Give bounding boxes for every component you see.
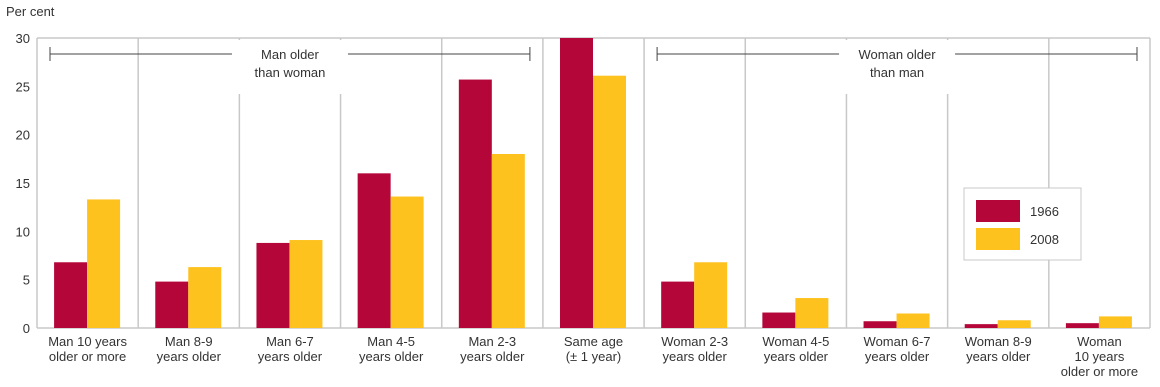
x-tick-label-line: Woman 4-5 bbox=[762, 334, 829, 349]
bar-1966-0 bbox=[54, 262, 87, 328]
bars bbox=[54, 38, 1132, 328]
x-tick-label-line: years older bbox=[966, 349, 1031, 364]
annotation-label: than man bbox=[870, 65, 924, 80]
x-tick-label: Woman 8-9 years older bbox=[965, 334, 1032, 364]
bar-2008-9 bbox=[998, 320, 1031, 328]
x-tick-label-line: years older bbox=[663, 349, 728, 364]
x-tick-label: Man 2-3 years older bbox=[460, 334, 525, 364]
bar-2008-5 bbox=[593, 76, 626, 328]
bar-1966-1 bbox=[155, 282, 188, 328]
bar-2008-8 bbox=[897, 314, 930, 329]
x-tick-label-line: Man 10 years bbox=[48, 334, 127, 349]
x-tick-label-line: Same age bbox=[564, 334, 623, 349]
y-tick-label: 10 bbox=[16, 224, 30, 239]
bar-1966-7 bbox=[762, 313, 795, 328]
x-tick-label-line: Man 2-3 bbox=[468, 334, 516, 349]
x-tick-label-line: Woman 6-7 bbox=[864, 334, 931, 349]
x-tick-label-line: Woman bbox=[1077, 334, 1122, 349]
x-tick-label-line: older or more bbox=[1061, 364, 1138, 379]
x-tick-label-line: Man 8-9 bbox=[165, 334, 213, 349]
x-tick-label: Man 10 years older or more bbox=[48, 334, 127, 364]
y-tick-label: 5 bbox=[23, 273, 30, 288]
bar-1966-3 bbox=[358, 173, 391, 328]
bar-2008-0 bbox=[87, 199, 120, 328]
y-tick-label: 25 bbox=[16, 79, 30, 94]
x-tick-label-line: years older bbox=[460, 349, 525, 364]
bar-2008-10 bbox=[1099, 316, 1132, 328]
bar-2008-6 bbox=[694, 262, 727, 328]
bar-2008-1 bbox=[188, 267, 221, 328]
x-tick-label-line: years older bbox=[865, 349, 930, 364]
x-tick-label-line: years older bbox=[258, 349, 323, 364]
bar-1966-6 bbox=[661, 282, 694, 328]
annotation-label: Man older bbox=[261, 47, 319, 62]
bar-2008-7 bbox=[795, 298, 828, 328]
x-tick-label: Woman 4-5 years older bbox=[762, 334, 829, 364]
x-tick-label-line: Man 4-5 bbox=[367, 334, 415, 349]
bar-2008-4 bbox=[492, 154, 525, 328]
x-tick-label-line: Woman 2-3 bbox=[661, 334, 728, 349]
x-tick-label-line: older or more bbox=[49, 349, 126, 364]
x-tick-label-line: years older bbox=[157, 349, 222, 364]
y-axis-ticks: 0 5 10 15 20 25 30 bbox=[16, 31, 30, 336]
x-tick-label-line: years older bbox=[764, 349, 829, 364]
x-tick-label: Woman 2-3 years older bbox=[661, 334, 728, 364]
legend-label: 1966 bbox=[1030, 204, 1059, 219]
legend: 1966 2008 bbox=[964, 188, 1081, 260]
y-tick-label: 20 bbox=[16, 128, 30, 143]
bar-1966-9 bbox=[965, 324, 998, 328]
bar-2008-3 bbox=[391, 197, 424, 328]
y-tick-label: 15 bbox=[16, 176, 30, 191]
bar-1966-8 bbox=[864, 321, 897, 328]
bar-1966-5 bbox=[560, 38, 593, 328]
x-tick-label-line: (± 1 year) bbox=[566, 349, 622, 364]
annotation-label: Woman older bbox=[859, 47, 937, 62]
bar-1966-2 bbox=[256, 243, 289, 328]
legend-swatch bbox=[976, 200, 1020, 222]
y-tick-label: 30 bbox=[16, 31, 30, 46]
x-tick-label: Woman 10 years older or more bbox=[1061, 334, 1138, 379]
x-tick-label: Woman 6-7 years older bbox=[864, 334, 931, 364]
y-tick-label: 0 bbox=[23, 321, 30, 336]
x-tick-label-line: Man 6-7 bbox=[266, 334, 314, 349]
y-axis-title: Per cent bbox=[6, 4, 55, 19]
bar-1966-4 bbox=[459, 80, 492, 328]
x-tick-label: Man 6-7 years older bbox=[258, 334, 323, 364]
x-tick-label: Same age (± 1 year) bbox=[564, 334, 623, 364]
bar-2008-2 bbox=[289, 240, 322, 328]
x-tick-label-line: 10 years bbox=[1074, 349, 1124, 364]
legend-label: 2008 bbox=[1030, 232, 1059, 247]
x-tick-label-line: years older bbox=[359, 349, 424, 364]
annotation-label: than woman bbox=[255, 65, 326, 80]
x-tick-label: Man 8-9 years older bbox=[157, 334, 222, 364]
x-tick-label: Man 4-5 years older bbox=[359, 334, 424, 364]
legend-swatch bbox=[976, 228, 1020, 250]
x-tick-label-line: Woman 8-9 bbox=[965, 334, 1032, 349]
bar-1966-10 bbox=[1066, 323, 1099, 328]
